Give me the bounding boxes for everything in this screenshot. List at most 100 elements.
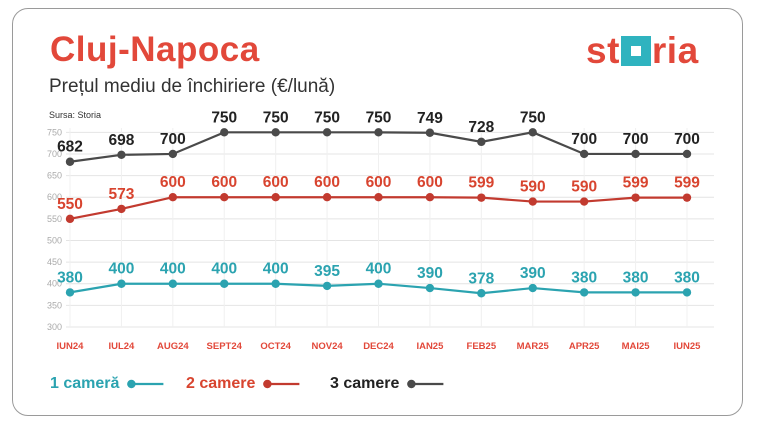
data-label: 395 (314, 263, 340, 280)
x-tick-label: NOV24 (312, 341, 344, 352)
data-point (579, 288, 589, 297)
y-tick-label: 550 (47, 214, 62, 224)
y-tick-label: 300 (47, 322, 62, 332)
data-label: 590 (520, 179, 546, 196)
x-tick-label: MAR25 (517, 341, 550, 352)
data-point (220, 193, 229, 202)
x-tick-label: SEPT24 (207, 341, 243, 352)
x-tick-label: IUN24 (57, 341, 85, 352)
data-label: 700 (674, 131, 700, 148)
data-point (374, 279, 383, 288)
data-label: 400 (263, 261, 289, 278)
data-label: 599 (468, 175, 494, 192)
data-point (682, 193, 692, 202)
x-tick-label: APR25 (569, 341, 600, 352)
data-point (528, 128, 537, 137)
y-tick-label: 500 (47, 235, 62, 245)
data-point (220, 279, 229, 288)
data-point (322, 128, 332, 137)
x-tick-label: MAI25 (622, 341, 651, 352)
data-point (271, 193, 280, 202)
data-label: 380 (623, 269, 649, 286)
data-point (374, 193, 383, 202)
data-label: 750 (366, 109, 392, 126)
data-label: 750 (211, 109, 237, 126)
data-label: 599 (623, 175, 649, 192)
data-point (477, 193, 486, 202)
data-label: 380 (571, 269, 597, 286)
legend-label: 2 camere (186, 375, 255, 392)
x-tick-label: IUL24 (108, 341, 135, 352)
x-tick-label: IUN25 (674, 341, 702, 352)
source-note: Sursa: Storia (49, 110, 102, 120)
data-label: 728 (468, 119, 494, 136)
data-label: 600 (417, 174, 443, 191)
x-tick-label: DEC24 (363, 341, 394, 352)
data-label: 600 (263, 174, 289, 191)
x-tick-label: AUG24 (157, 341, 189, 352)
data-label: 682 (57, 139, 83, 156)
data-point (65, 288, 75, 297)
data-point (168, 279, 178, 288)
data-label: 380 (674, 269, 700, 286)
data-point (117, 204, 126, 214)
data-label: 700 (160, 131, 186, 148)
data-point (322, 281, 332, 291)
data-label: 573 (108, 186, 134, 203)
chart-title: Cluj-Napoca (50, 30, 260, 69)
data-label: 400 (108, 261, 134, 278)
data-label: 600 (211, 174, 237, 191)
data-label: 400 (160, 261, 186, 278)
data-label: 550 (57, 196, 83, 213)
legend-label: 3 camere (330, 375, 399, 392)
chart-card (12, 8, 743, 416)
legend-marker (407, 379, 416, 389)
data-label: 378 (468, 270, 494, 287)
chart-subtitle: Prețul mediu de închiriere (€/lună) (49, 76, 336, 97)
data-label: 599 (674, 175, 700, 192)
x-tick-label: IAN25 (416, 341, 444, 352)
data-point (374, 128, 383, 137)
storia-logo: st ria (586, 30, 699, 72)
legend-marker (263, 379, 272, 389)
y-tick-label: 600 (47, 192, 62, 202)
data-point (322, 193, 332, 202)
data-point (117, 279, 126, 288)
data-point (271, 279, 280, 288)
data-point (477, 289, 486, 298)
data-point (579, 149, 589, 159)
y-tick-label: 450 (47, 257, 62, 267)
data-point (117, 150, 126, 160)
data-label: 600 (366, 174, 392, 191)
y-tick-label: 350 (47, 300, 62, 310)
data-point (682, 149, 692, 159)
data-label: 749 (417, 110, 443, 127)
data-label: 390 (520, 265, 546, 282)
data-label: 400 (366, 261, 392, 278)
data-point (65, 157, 75, 166)
data-label: 700 (571, 131, 597, 148)
y-tick-label: 400 (47, 279, 62, 289)
data-point (528, 283, 537, 293)
data-label: 750 (263, 109, 289, 126)
data-label: 750 (314, 109, 340, 126)
data-label: 600 (314, 174, 340, 191)
data-point (220, 128, 229, 137)
data-point (65, 214, 75, 224)
data-point (579, 197, 589, 206)
x-tick-label: FEB25 (467, 341, 497, 352)
data-point (682, 288, 692, 297)
data-point (631, 288, 640, 297)
y-tick-label: 650 (47, 171, 62, 181)
data-point (631, 149, 640, 159)
logo-square-icon (620, 36, 651, 66)
legend-label: 1 cameră (50, 375, 119, 392)
data-point (168, 193, 178, 202)
legend-marker (127, 379, 136, 389)
data-point (528, 197, 537, 206)
data-point (425, 283, 435, 293)
logo-text-left: st (586, 30, 620, 71)
x-tick-label: OCT24 (260, 341, 291, 352)
data-label: 390 (417, 265, 443, 282)
